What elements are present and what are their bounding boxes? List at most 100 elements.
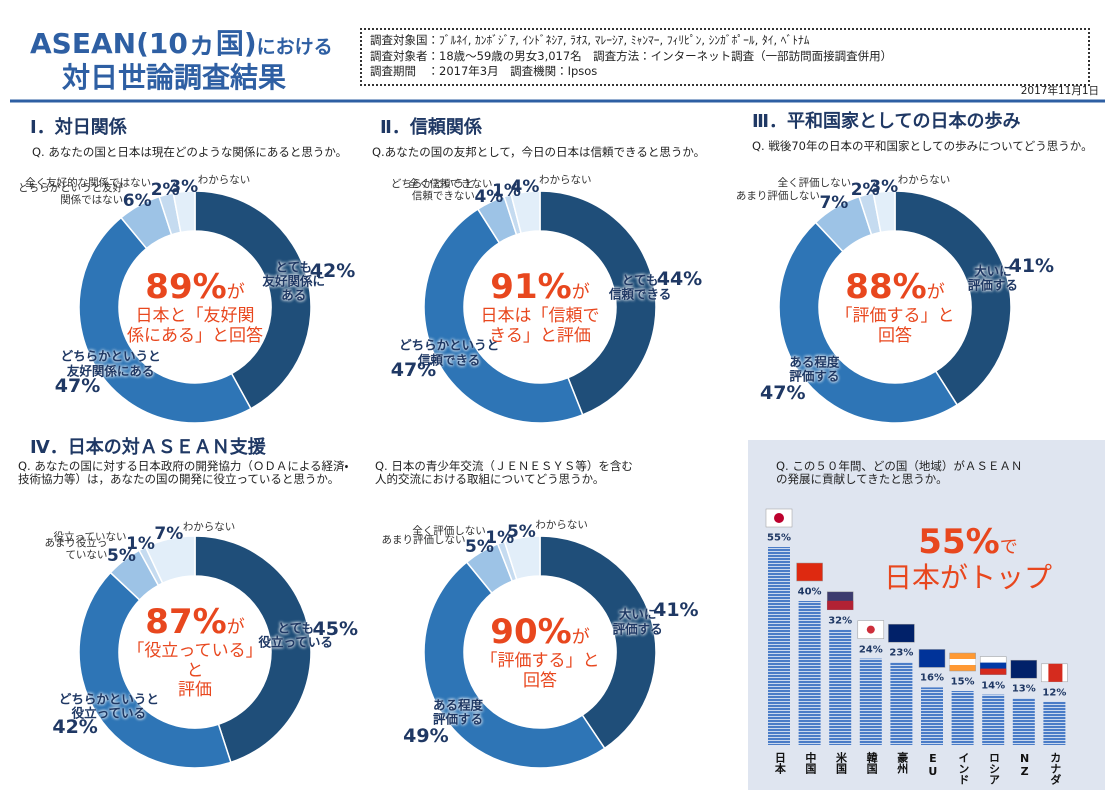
survey-line: 調査対象国：ﾌﾞﾙﾈｲ, ｶﾝﾎﾞｼﾞｱ, ｲﾝﾄﾞﾈｼｱ, ﾗｵｽ, ﾏﾚｰｼ…: [370, 33, 810, 47]
value-label: 5%: [107, 546, 136, 567]
donut-slice: [539, 535, 657, 750]
title-suffix: における: [256, 36, 333, 58]
bar: [859, 658, 882, 745]
slice-label: ある程度 評価する: [433, 697, 484, 727]
bar: [951, 691, 974, 745]
center-suffix: が: [226, 281, 245, 303]
flag-emblem: [949, 659, 976, 665]
center-highlight: 89%: [145, 266, 227, 307]
slice-label: 大いに 評価する: [967, 263, 1018, 293]
question: Q. 戦後70年の日本の平和国家としての歩みについてどう思うか。: [752, 139, 1093, 153]
donut-slice: [872, 190, 896, 234]
section-title: Ⅰ．対日関係: [30, 117, 127, 138]
slice-label: 大いに 評価する: [612, 606, 663, 637]
center-headline: 89%が: [120, 266, 270, 307]
center-text: 88%が 「評価する」と 回答: [820, 266, 970, 346]
value-label: 3%: [169, 176, 199, 197]
value-label: 47%: [390, 359, 437, 382]
slice-label: わからない: [182, 520, 236, 533]
annotation: 55%で 日本がトップ: [868, 522, 1068, 595]
category-label: 韓国: [865, 752, 879, 774]
category-label: ロシア: [987, 752, 1001, 785]
donut-slice: [78, 571, 232, 769]
flag-emblem: [827, 600, 854, 610]
donut-slice: [144, 535, 196, 585]
bar: [798, 601, 821, 745]
value-label: 6%: [122, 191, 152, 212]
flag: [1010, 659, 1038, 679]
donut-slice: [423, 208, 584, 424]
center-headline: 88%が: [820, 266, 970, 307]
slice-label: わからない: [535, 519, 588, 532]
bar: [768, 547, 790, 745]
annotation-headline: 55%で: [868, 522, 1068, 562]
value-label: 2%: [850, 179, 880, 200]
survey-line: 調査対象者：18歳～59歳の男女3,017名 調査方法：インターネット調査（一部…: [370, 48, 893, 63]
value-label: 24%: [858, 643, 883, 655]
flag: [918, 649, 946, 668]
value-label: 7%: [154, 524, 184, 545]
slice-label: どちらかというと友好 関係ではない: [18, 181, 124, 206]
question: Q. あなたの国と日本は現在どのような関係にあると思うか。: [32, 145, 348, 159]
flag-emblem: [1048, 663, 1063, 682]
slice-label: どちらかというと 信頼できない: [390, 178, 475, 203]
donut-slice: [194, 190, 312, 410]
flag-emblem: [774, 513, 784, 523]
category-label: NZ: [1018, 752, 1032, 778]
donut-slice: [778, 221, 959, 424]
center-text: 87%が 「役立っている」と 評価: [120, 603, 270, 701]
flag-emblem: [980, 668, 1007, 675]
value-label: 5%: [465, 537, 494, 558]
question: Q. 日本の青少年交流（ＪＥＮＥＳＹＳ等）を含む 人的交流における取組についてど…: [375, 459, 633, 487]
slice-label: わからない: [538, 173, 592, 186]
category-label: 豪州: [895, 752, 909, 774]
slice-label: 役立っていない: [53, 531, 127, 544]
center-caption: 日本は「信頼で きる」と評価: [480, 306, 600, 346]
value-label: 1%: [492, 180, 521, 201]
category-label: インド: [956, 752, 970, 785]
bar: [921, 687, 943, 745]
category-label: 中国: [803, 752, 817, 774]
slice-label: あまり役立っ ていない: [44, 537, 108, 562]
title-main: ASEAN(10ヵ国): [30, 27, 257, 60]
survey-box: 調査対象国：ﾌﾞﾙﾈｲ, ｶﾝﾎﾞｼﾞｱ, ｲﾝﾄﾞﾈｼｱ, ﾗｵｽ, ﾏﾚｰｼ…: [360, 28, 1090, 86]
value-label: 42%: [52, 716, 98, 739]
bar: [982, 694, 1005, 745]
flag: [888, 623, 915, 643]
bar: [1043, 701, 1066, 745]
center-highlight: 87%: [145, 602, 227, 643]
value-label: 32%: [828, 615, 853, 627]
section-title: Ⅳ．日本の対ＡＳＥＡＮ支援: [30, 437, 266, 458]
slice-label: どちらかというと 役立っている: [58, 691, 159, 721]
center-suffix: が: [226, 617, 245, 639]
center-caption: 日本と「友好関 係にある」と回答: [127, 306, 263, 346]
value-label: 47%: [54, 374, 101, 397]
question: Q.あなたの国の友邦として，今日の日本は信頼できると思うか。: [372, 145, 706, 159]
slice-label: あまり評価しない: [381, 534, 466, 547]
value-label: 7%: [819, 192, 849, 213]
value-label: 49%: [403, 724, 449, 747]
center-suffix: が: [571, 626, 590, 648]
value-label: 1%: [485, 528, 515, 549]
center-caption: 「役立っている」と 評価: [127, 641, 263, 701]
value-label: 55%: [767, 532, 791, 544]
donut-slice: [423, 561, 606, 769]
donut-slice: [172, 190, 196, 234]
section-title: Ⅲ．平和国家としての日本の歩み: [752, 111, 1021, 132]
center-caption: 「評価する」と 回答: [480, 651, 600, 691]
slice-label: 全く評価しない: [412, 524, 486, 537]
annotation-text: 日本がトップ: [883, 561, 1052, 595]
survey-line: 調査期間 ：2017年3月 調査機関：Ipsos: [370, 64, 598, 79]
slice-label: 全く信頼できない: [408, 177, 493, 190]
center-text: 91%が 日本は「信頼で きる」と評価: [465, 267, 615, 346]
date: 2017年11月1日: [1020, 85, 1099, 97]
value-label: 45%: [312, 617, 358, 640]
annotation-highlight: 55%: [918, 522, 1000, 562]
bar: [890, 662, 913, 745]
donut-slice: [510, 190, 541, 235]
slice-label: とても 役立っている: [258, 620, 333, 651]
center-suffix: が: [571, 281, 590, 303]
value-label: 15%: [950, 676, 975, 688]
center-highlight: 88%: [845, 266, 927, 307]
donut-slice: [503, 535, 541, 581]
